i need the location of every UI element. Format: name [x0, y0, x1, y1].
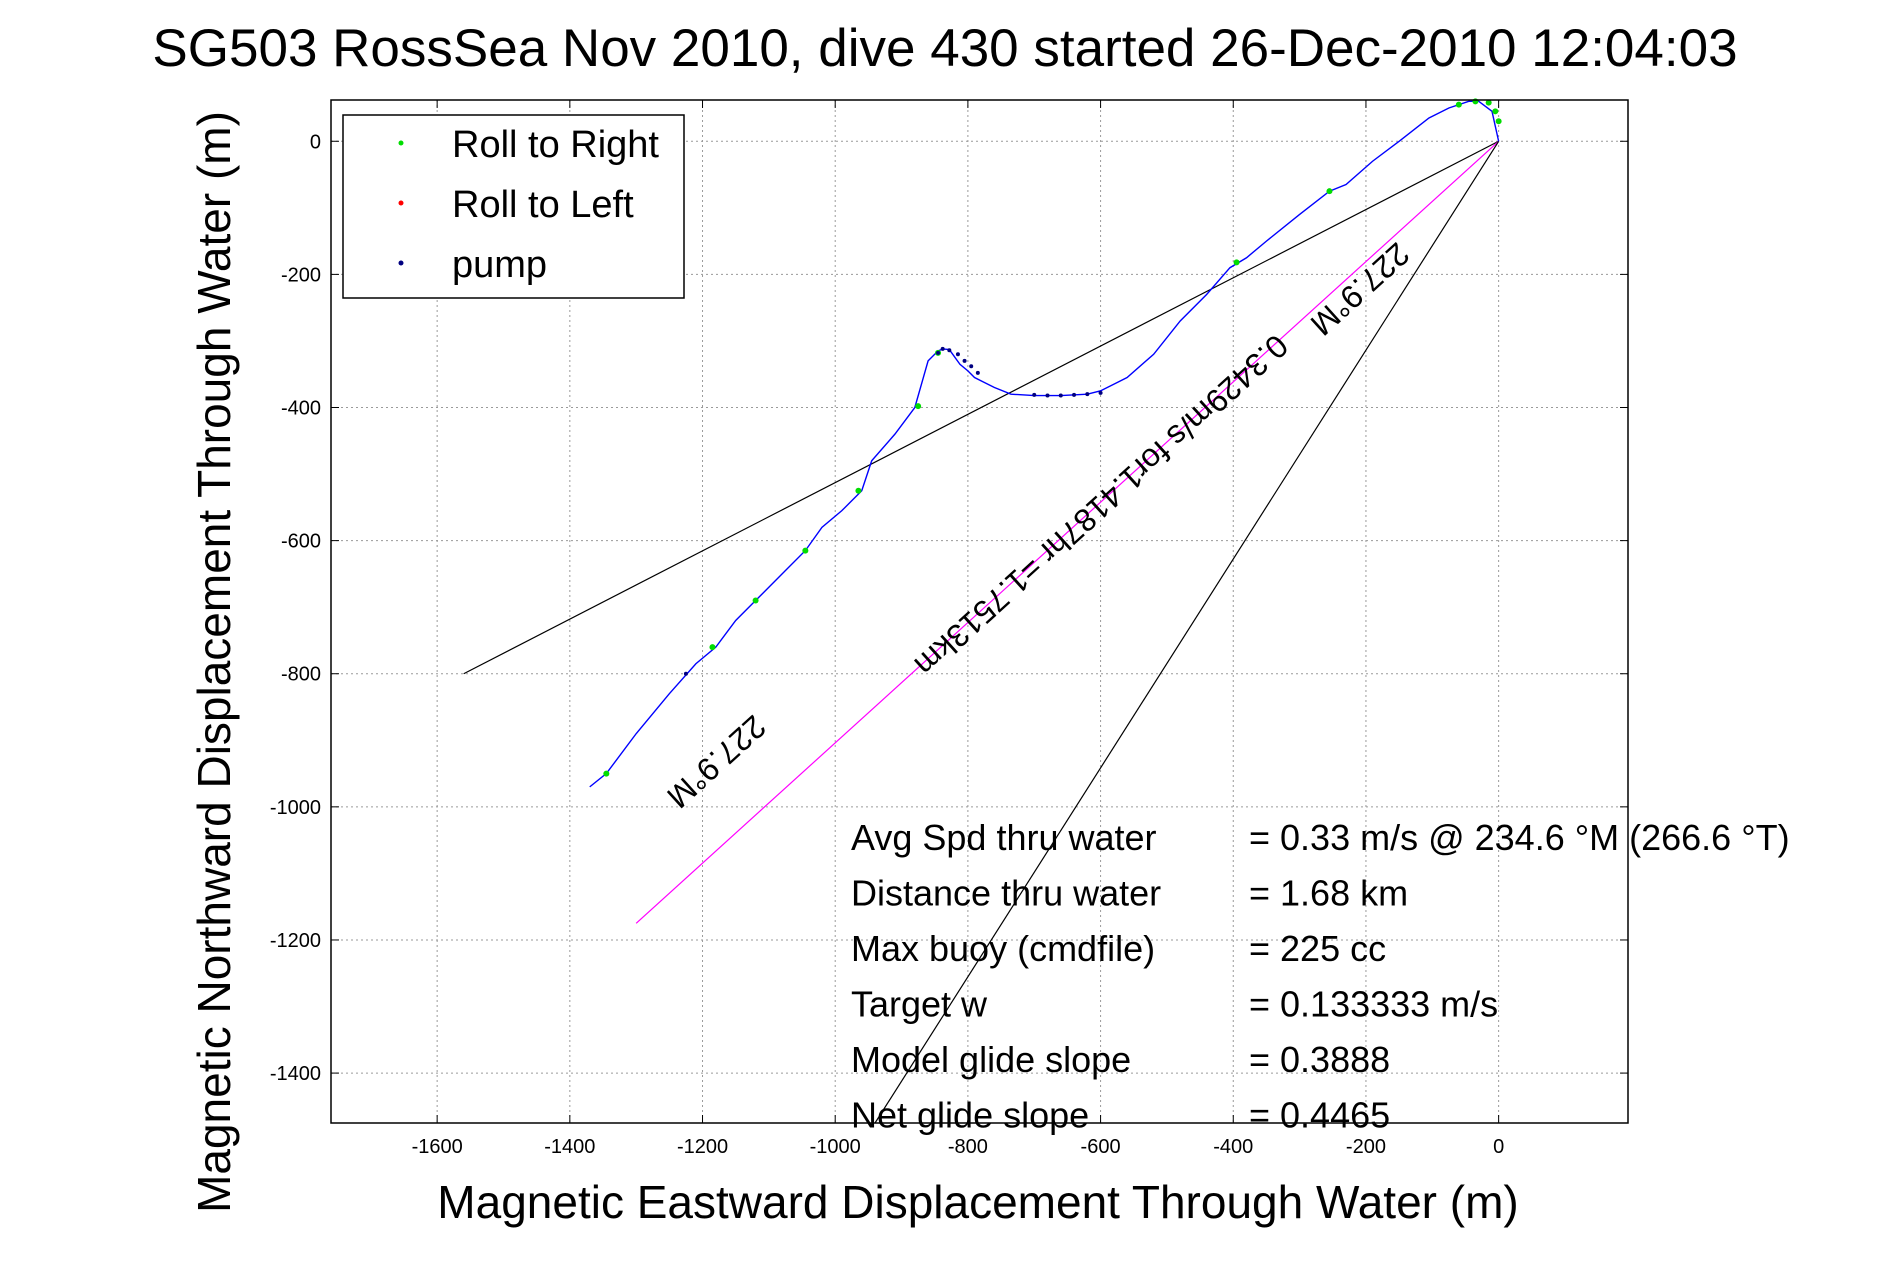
stat-label: Net glide slope: [851, 1095, 1089, 1136]
pump-point: [1058, 393, 1063, 398]
pump-point: [975, 370, 980, 375]
x-tick-label: 0: [1493, 1136, 1504, 1158]
x-tick-label: -600: [1081, 1136, 1121, 1158]
y-tick-label: 0: [310, 131, 321, 153]
y-tick-label: -800: [281, 664, 321, 686]
pump-point: [1072, 392, 1077, 397]
heading-line: [635, 140, 1500, 924]
pump-point: [1098, 390, 1103, 395]
roll-right-point: [1485, 99, 1492, 106]
roll-right-point: [802, 547, 809, 554]
x-tick-label: -1400: [544, 1136, 595, 1158]
pump-point: [969, 364, 974, 369]
roll-right-point: [1455, 101, 1462, 108]
stat-value: = 1.68 km: [1249, 873, 1408, 914]
reference-line: [874, 140, 1500, 1124]
y-tick-label: -600: [281, 531, 321, 553]
track-line: [589, 100, 1500, 788]
legend-box: [342, 114, 685, 299]
pump-point: [947, 348, 952, 353]
stat-label: Model glide slope: [851, 1039, 1131, 1080]
stat-value: = 0.3888: [1249, 1039, 1390, 1080]
stat-label: Distance thru water: [851, 873, 1161, 914]
grid: [331, 100, 1628, 1123]
stat-label: Max buoy (cmdfile): [851, 928, 1155, 969]
stat-value: = 0.33 m/s @ 234.6 °M (266.6 °T): [1249, 817, 1790, 858]
x-tick-label: -400: [1213, 1136, 1253, 1158]
y-tick-label: -1400: [270, 1063, 321, 1085]
x-axis-label: Magnetic Eastward Displacement Through W…: [437, 1176, 1518, 1228]
stat-value: = 0.4465: [1249, 1095, 1390, 1136]
x-tick-label: -1200: [677, 1136, 728, 1158]
roll-right-point: [603, 770, 610, 777]
axis-ticks: -1600 -1400 -1200 -1000 -800 -600 -400 -200 0 0 -2…: [270, 100, 1628, 1158]
pump-point: [1085, 392, 1090, 397]
roll-right-point: [1326, 188, 1333, 195]
legend-marker: [398, 140, 404, 146]
y-tick-label: -1000: [270, 797, 321, 819]
roll-right-point: [915, 403, 922, 410]
y-tick-label: -1200: [270, 930, 321, 952]
legend-marker: [398, 200, 404, 206]
stat-value: = 225 cc: [1249, 928, 1386, 969]
pump-point: [1032, 392, 1037, 397]
x-tick-label: -200: [1346, 1136, 1386, 1158]
x-tick-label: -1600: [412, 1136, 463, 1158]
pump-point: [1045, 393, 1050, 398]
y-tick-label: -200: [281, 264, 321, 286]
reference-lines: [463, 140, 1500, 1124]
pump-point: [683, 671, 688, 676]
roll-right-point: [855, 487, 862, 494]
pump-point: [955, 352, 960, 357]
roll-right-point: [752, 597, 759, 604]
dive-track: [589, 100, 1500, 788]
plot-frame: [330, 99, 1629, 1124]
x-tick-label: -1000: [810, 1136, 861, 1158]
chart-title: SG503 RossSea Nov 2010, dive 430 started…: [152, 19, 1737, 78]
y-tick-label: -400: [281, 397, 321, 419]
legend-label: Roll to Left: [452, 184, 634, 226]
roll-right-point: [1495, 118, 1502, 125]
roll-right-point: [1233, 259, 1240, 266]
pump-point: [962, 358, 967, 363]
y-axis-label: Magnetic Northward Displacement Through …: [188, 111, 240, 1213]
legend-label: Roll to Right: [452, 124, 659, 166]
legend-marker: [398, 260, 404, 266]
pump-point: [936, 350, 941, 355]
stats-panel: Avg Spd thru water = 0.33 m/s @ 234.6 °M …: [851, 817, 1790, 1136]
roll-right-point: [1472, 98, 1479, 105]
legend: Roll to Right Roll to Left pump: [342, 114, 685, 299]
event-points: [603, 98, 1502, 777]
roll-right-point: [709, 644, 716, 651]
stat-value: = 0.133333 m/s: [1249, 984, 1498, 1025]
legend-label: pump: [452, 244, 547, 286]
reference-line: [463, 140, 1499, 675]
x-tick-label: -800: [948, 1136, 988, 1158]
stat-label: Avg Spd thru water: [851, 817, 1157, 858]
pump-point: [940, 346, 945, 351]
roll-right-point: [1492, 108, 1499, 115]
stat-label: Target w: [851, 984, 988, 1025]
